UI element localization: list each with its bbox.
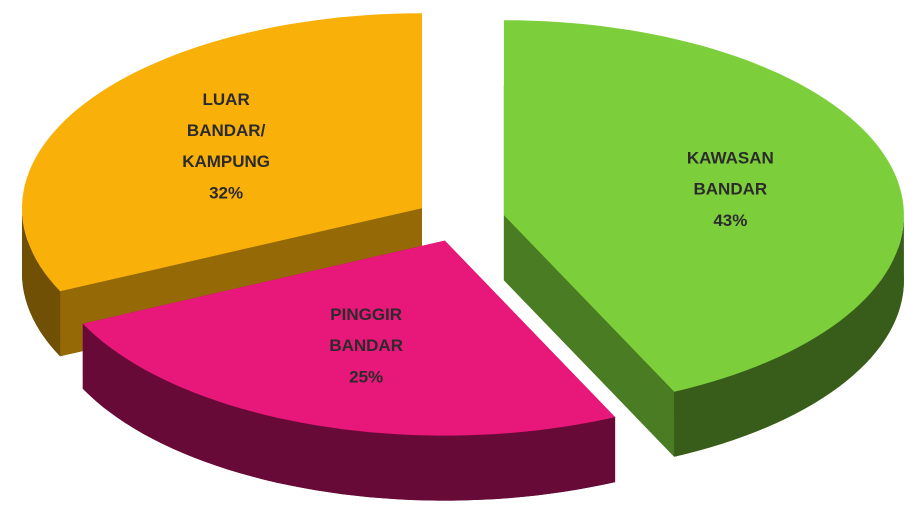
label-line: KAWASAN	[687, 149, 774, 168]
label-line: LUAR	[203, 91, 250, 110]
slice-side	[82, 323, 616, 501]
label-line: BANDAR	[693, 180, 767, 199]
slice	[503, 20, 904, 457]
value-label: 43%	[713, 211, 747, 230]
label-line: BANDAR	[329, 337, 403, 356]
slice-label: LUAR BANDAR/KAMPUNG	[182, 91, 270, 172]
label-line: KAMPUNG	[182, 153, 270, 172]
label-line: PINGGIR	[330, 306, 402, 325]
slice-side	[22, 208, 61, 357]
slice	[82, 240, 616, 501]
slice-side	[674, 215, 904, 457]
slice-top	[22, 13, 422, 292]
value-label: 32%	[209, 184, 243, 203]
slice-label: PINGGIR BANDAR	[329, 306, 403, 356]
value-label: 25%	[349, 368, 383, 387]
slice-top	[82, 240, 616, 436]
slice-label: KAWASAN BANDAR	[687, 149, 774, 199]
slice-top	[503, 20, 904, 392]
label-line: BANDAR/	[187, 122, 266, 141]
slice-wall	[503, 215, 675, 457]
